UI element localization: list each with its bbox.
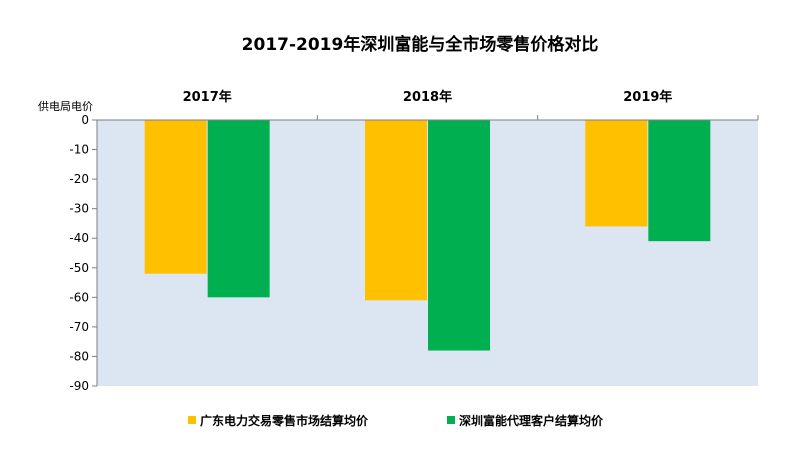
y-tick-label: -10 (69, 143, 89, 157)
bar-market-0 (144, 120, 207, 274)
plot-area (97, 120, 758, 386)
legend: 广东电力交易零售市场结算均价 深圳富能代理客户结算均价 (188, 413, 604, 428)
y-tick-label: -30 (69, 202, 89, 216)
y-tick-label: -80 (69, 349, 89, 363)
y-tick-label: -20 (69, 172, 89, 186)
legend-label: 广东电力交易零售市场结算均价 (200, 413, 369, 428)
y-axis-label: 供电局电价 (38, 99, 93, 113)
y-tick-label: -60 (69, 290, 89, 304)
bar-market-2 (585, 120, 648, 227)
y-tick-label: 0 (81, 113, 89, 127)
legend-swatch (188, 416, 196, 424)
category-labels: 2017年 2018年 2019年 (183, 89, 673, 105)
category-label: 2018年 (403, 89, 452, 105)
bar-market-1 (365, 120, 427, 301)
chart-title: 2017-2019年深圳富能与全市场零售价格对比 (242, 34, 599, 55)
category-label: 2017年 (183, 89, 232, 105)
y-tick-label: -70 (69, 320, 89, 334)
bar-funeng-0 (207, 120, 270, 298)
y-tick-label: -40 (69, 231, 89, 245)
axes: 0 -10 -20 -30 -40 -50 -60 -70 -80 -90 (69, 113, 759, 393)
legend-swatch (447, 416, 455, 424)
bar-funeng-2 (648, 120, 711, 242)
bar-funeng-1 (428, 120, 490, 351)
y-tick-label: -90 (69, 379, 89, 393)
bars (144, 120, 711, 351)
y-tick-label: -50 (69, 261, 89, 275)
category-label: 2019年 (623, 89, 672, 105)
legend-label: 深圳富能代理客户结算均价 (459, 413, 604, 428)
